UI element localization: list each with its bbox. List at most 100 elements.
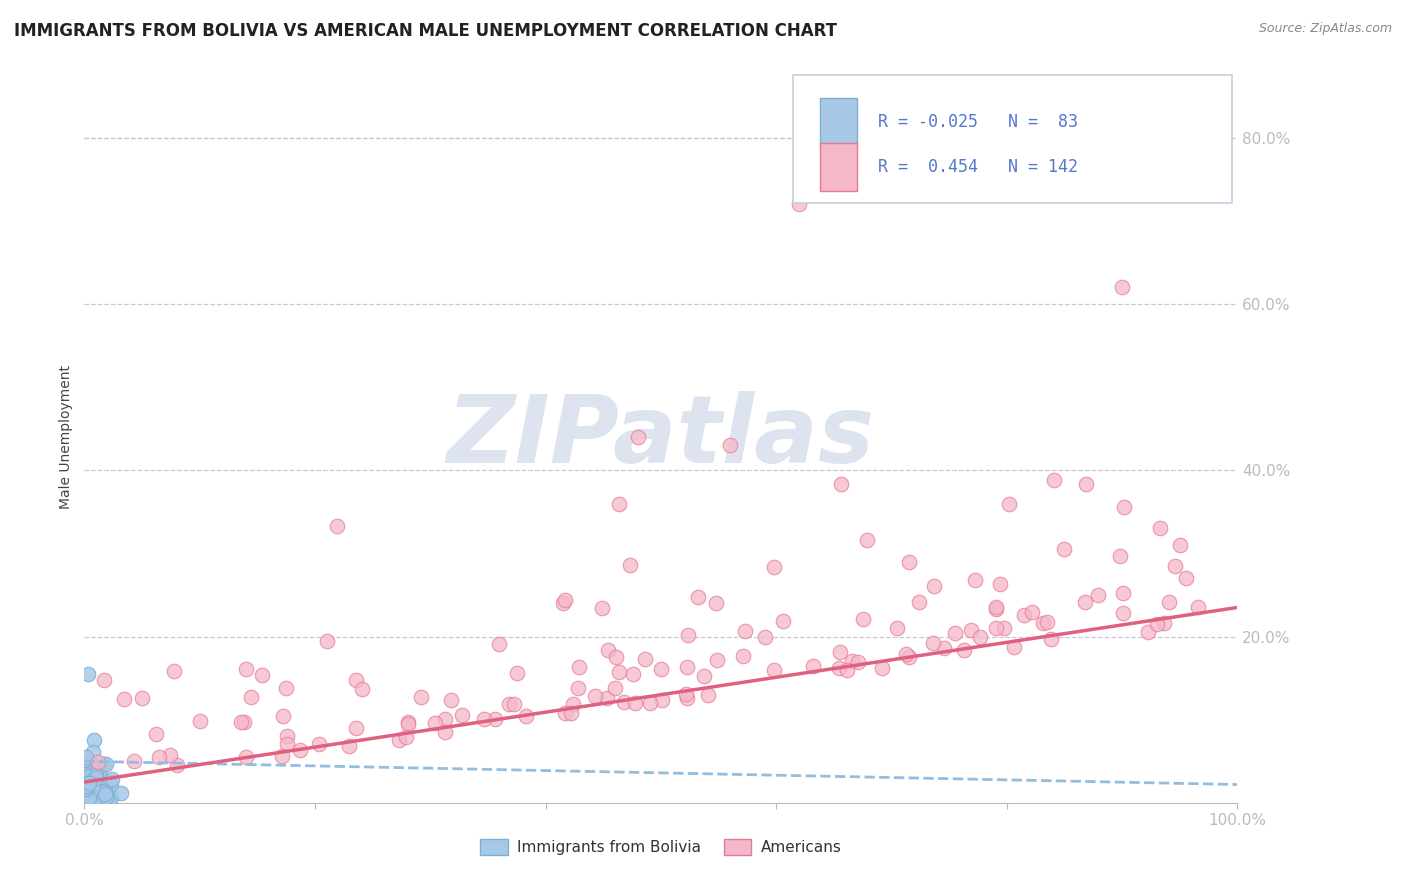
Point xyxy=(76,783,98,797)
Point xyxy=(75,780,97,794)
Point xyxy=(396,715,419,730)
Point xyxy=(1076,476,1098,491)
Point xyxy=(97,790,120,805)
Point xyxy=(772,615,794,629)
Point xyxy=(83,766,105,780)
Point xyxy=(271,748,294,763)
Point xyxy=(886,621,908,635)
Point xyxy=(77,775,100,789)
Point xyxy=(965,573,987,587)
Point xyxy=(484,712,506,726)
Point xyxy=(83,764,105,778)
Point xyxy=(1109,549,1132,564)
Point xyxy=(76,779,98,793)
Point xyxy=(763,560,786,574)
Text: R = -0.025   N =  83: R = -0.025 N = 83 xyxy=(877,113,1077,131)
Legend: Immigrants from Bolivia, Americans: Immigrants from Bolivia, Americans xyxy=(474,833,848,861)
Point xyxy=(75,789,97,804)
Point xyxy=(110,786,132,800)
Point xyxy=(79,789,101,803)
Point xyxy=(86,779,108,793)
Point xyxy=(1159,595,1181,609)
Point xyxy=(696,688,718,702)
Point xyxy=(650,662,672,676)
Point xyxy=(76,667,98,681)
Point xyxy=(1111,280,1133,294)
Point xyxy=(76,792,98,806)
Point xyxy=(856,533,879,547)
Point xyxy=(1112,586,1135,600)
Point xyxy=(77,766,100,780)
Point xyxy=(79,756,101,770)
Point xyxy=(288,743,311,757)
Point xyxy=(308,737,330,751)
Point xyxy=(841,654,863,668)
Point xyxy=(515,709,537,723)
Point xyxy=(801,659,824,673)
Point xyxy=(76,789,98,803)
Point xyxy=(1112,500,1135,515)
Point xyxy=(560,706,582,721)
Point xyxy=(94,784,117,798)
Point xyxy=(86,756,108,770)
Point xyxy=(551,595,574,609)
Point xyxy=(607,665,630,679)
Point xyxy=(567,681,589,695)
Point xyxy=(87,790,110,805)
Point xyxy=(678,628,700,642)
Point xyxy=(852,612,875,626)
Point xyxy=(94,789,117,804)
Point xyxy=(77,795,100,809)
Point xyxy=(907,595,929,609)
Point xyxy=(83,794,105,808)
Point xyxy=(86,787,108,801)
Point xyxy=(562,697,585,711)
Point xyxy=(686,591,709,605)
Point xyxy=(734,624,756,638)
Point xyxy=(76,765,98,780)
Point xyxy=(505,665,527,680)
Point xyxy=(77,786,100,800)
Point xyxy=(97,773,120,788)
Point xyxy=(89,780,111,794)
Text: Source: ZipAtlas.com: Source: ZipAtlas.com xyxy=(1258,22,1392,36)
Point xyxy=(75,788,97,802)
Point xyxy=(235,750,257,764)
Point xyxy=(613,695,636,709)
Point xyxy=(271,709,294,723)
Point xyxy=(80,792,103,806)
Point xyxy=(1187,600,1209,615)
Point xyxy=(554,593,576,607)
Point xyxy=(1021,605,1043,619)
Point xyxy=(640,696,662,710)
Point xyxy=(344,673,367,687)
Point xyxy=(1146,617,1168,632)
Point xyxy=(87,764,110,778)
Point xyxy=(76,780,98,794)
Point xyxy=(73,780,96,795)
Point xyxy=(84,794,107,808)
Y-axis label: Male Unemployment: Male Unemployment xyxy=(59,365,73,509)
Point xyxy=(651,693,673,707)
Point xyxy=(554,706,576,720)
Point xyxy=(82,795,104,809)
Point xyxy=(754,630,776,644)
Point xyxy=(388,732,411,747)
Point xyxy=(82,780,104,794)
Point xyxy=(274,681,297,696)
Point xyxy=(787,197,810,211)
Point xyxy=(93,756,115,771)
Point xyxy=(1043,474,1066,488)
Point xyxy=(623,667,645,681)
Point xyxy=(163,665,186,679)
Point xyxy=(897,649,920,664)
Point xyxy=(93,673,115,688)
Point xyxy=(488,637,510,651)
Point xyxy=(276,729,298,743)
Point xyxy=(1168,538,1191,552)
Point xyxy=(762,663,785,677)
Point xyxy=(1137,625,1160,640)
Point xyxy=(830,477,852,491)
Point xyxy=(1087,588,1109,602)
Point xyxy=(1040,632,1063,646)
